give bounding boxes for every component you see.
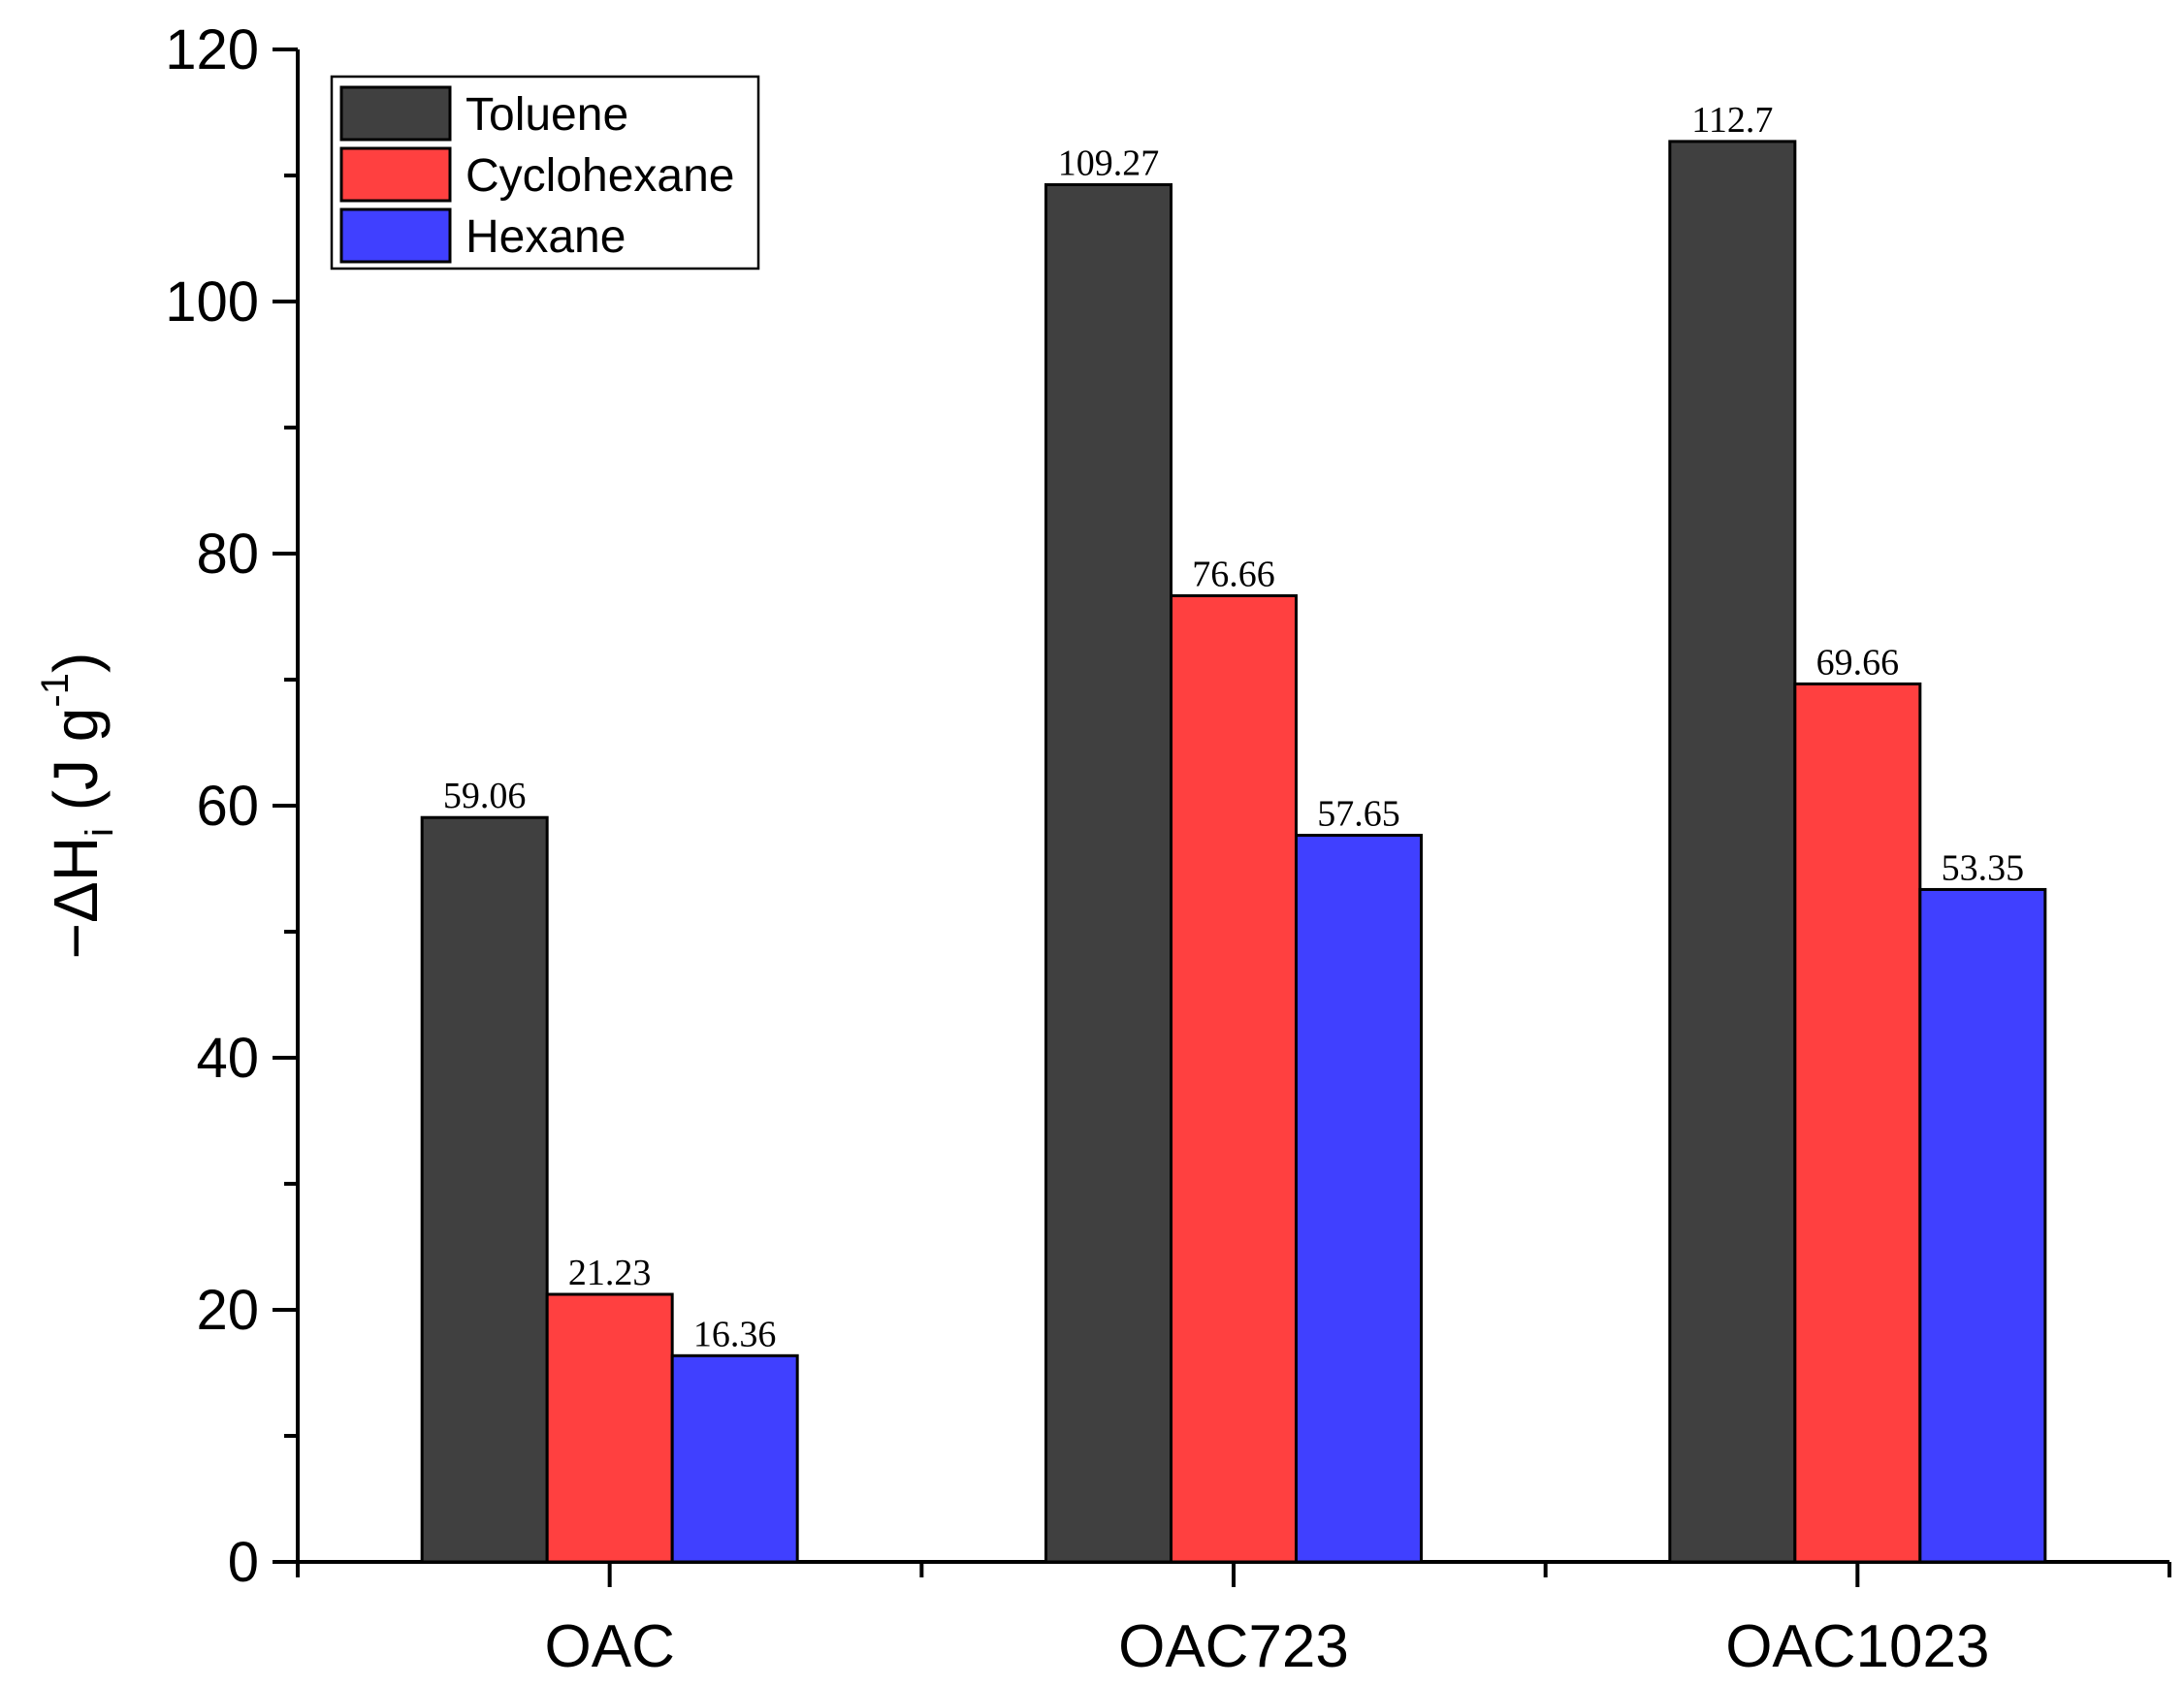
- legend-swatch-hexane: [339, 207, 452, 264]
- legend-label-toluene: Toluene: [466, 89, 628, 141]
- bar-toluene-oac1023: [1668, 140, 1797, 1564]
- legend: Toluene Cyclohexane Hexane: [330, 75, 760, 270]
- bar-hexane-oac1023: [1918, 887, 2047, 1564]
- y-axis-title: −ΔHi (J g-1): [34, 652, 121, 960]
- bar-cyclohexane-oac723: [1170, 593, 1298, 1564]
- y-tick-label: 40: [196, 1027, 259, 1090]
- y-tick-label: 100: [165, 270, 259, 334]
- data-label-cyclohexane-oac1023: 69.66: [1816, 642, 1900, 683]
- y-tick-label: 120: [165, 18, 259, 81]
- bar-toluene-oac723: [1044, 182, 1172, 1564]
- x-tick-label-oac723: OAC723: [1118, 1613, 1349, 1680]
- data-label-cyclohexane-oac: 21.23: [568, 1253, 652, 1293]
- y-tick-label: 0: [228, 1531, 259, 1594]
- bar-cyclohexane-oac: [545, 1292, 674, 1564]
- y-title-superscript: -1: [34, 673, 77, 708]
- bar-hexane-oac: [670, 1353, 799, 1564]
- data-label-hexane-oac1023: 53.35: [1942, 847, 2025, 888]
- bar-hexane-oac723: [1295, 834, 1423, 1564]
- y-title-subscript: i: [79, 828, 121, 837]
- y-axis-title-group: −ΔHi (J g-1): [34, 652, 121, 960]
- legend-label-cyclohexane: Cyclohexane: [466, 150, 735, 202]
- y-axis-title-text: −ΔHi (J g-1): [34, 652, 121, 960]
- data-label-toluene-oac1023: 112.7: [1691, 100, 1773, 141]
- axes: 0 20 40 60 80 100 120 OAC OAC723 OAC1023: [165, 18, 2171, 1680]
- y-tick-label: 20: [196, 1279, 259, 1342]
- y-title-close: ): [41, 652, 111, 673]
- legend-label-hexane: Hexane: [466, 211, 626, 263]
- data-label-toluene-oac: 59.06: [443, 776, 527, 816]
- bar-toluene-oac: [420, 815, 549, 1564]
- x-tick-label-oac: OAC: [544, 1613, 674, 1680]
- data-label-toluene-oac723: 109.27: [1058, 143, 1160, 183]
- y-title-units: (J g: [41, 708, 111, 828]
- x-tick-label-oac1023: OAC1023: [1725, 1613, 1989, 1680]
- data-label-cyclohexane-oac723: 76.66: [1192, 554, 1275, 594]
- data-label-hexane-oac: 16.36: [693, 1314, 777, 1354]
- bar-cyclohexane-oac1023: [1793, 682, 1922, 1564]
- legend-swatch-toluene: [339, 85, 452, 142]
- bars: [420, 140, 2047, 1564]
- legend-swatch-cyclohexane: [339, 146, 452, 203]
- data-label-hexane-oac723: 57.65: [1317, 794, 1400, 835]
- data-labels: 59.06 109.27 112.7 21.23 76.66 69.66 16.36 57.6…: [443, 100, 2024, 1354]
- y-tick-label: 80: [196, 523, 259, 586]
- y-title-main: −ΔH: [41, 837, 111, 959]
- y-tick-label: 60: [196, 775, 259, 838]
